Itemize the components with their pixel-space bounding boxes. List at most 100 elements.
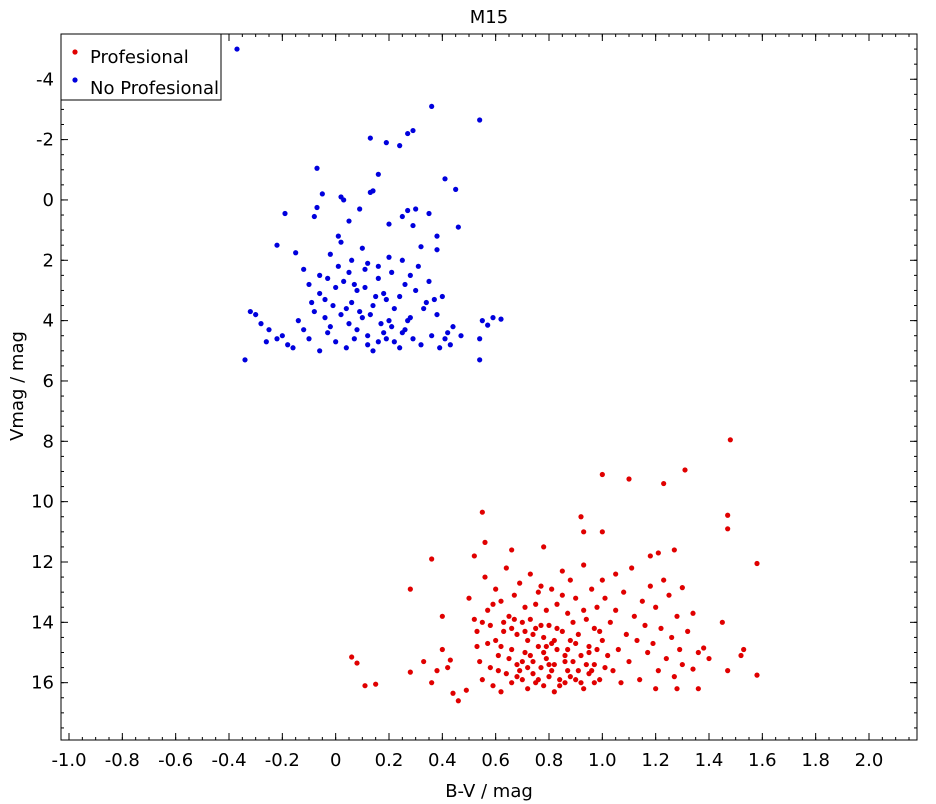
profesional-point bbox=[573, 640, 579, 647]
profesional-point bbox=[517, 580, 523, 586]
no-profesional-point bbox=[343, 305, 349, 312]
no-profesional-point bbox=[346, 321, 352, 327]
profesional-point bbox=[565, 646, 571, 653]
no-profesional-point bbox=[311, 213, 317, 220]
profesional-point bbox=[578, 680, 584, 686]
no-profesional-point bbox=[418, 342, 424, 348]
no-profesional-point bbox=[365, 333, 371, 339]
no-profesional-point bbox=[477, 357, 483, 363]
no-profesional-point bbox=[434, 233, 440, 239]
no-profesional-point bbox=[325, 330, 331, 336]
profesional-point bbox=[725, 512, 731, 518]
profesional-point bbox=[535, 677, 541, 683]
profesional-point bbox=[527, 571, 533, 577]
no-profesional-point bbox=[477, 117, 483, 123]
no-profesional-point bbox=[349, 299, 355, 306]
no-profesional-point bbox=[431, 296, 437, 303]
profesional-point bbox=[655, 550, 661, 556]
profesional-point bbox=[533, 625, 539, 631]
profesional-point bbox=[519, 619, 525, 625]
profesional-point bbox=[450, 690, 456, 696]
profesional-point bbox=[725, 668, 731, 674]
no-profesional-point bbox=[317, 348, 323, 354]
profesional-point bbox=[615, 646, 621, 653]
profesional-point bbox=[543, 643, 549, 650]
no-profesional-point bbox=[333, 339, 339, 345]
no-profesional-point bbox=[490, 315, 496, 321]
profesional-point bbox=[541, 544, 547, 550]
x-tick-label: -1.0 bbox=[51, 750, 86, 771]
no-profesional-point bbox=[413, 287, 419, 294]
no-profesional-point bbox=[439, 293, 445, 300]
profesional-point bbox=[578, 514, 584, 520]
profesional-point bbox=[525, 637, 531, 644]
profesional-point bbox=[429, 556, 435, 562]
no-profesional-point bbox=[367, 135, 373, 141]
profesional-point bbox=[690, 610, 696, 616]
profesional-point bbox=[679, 585, 685, 591]
profesional-point bbox=[599, 577, 605, 583]
profesional-point bbox=[671, 547, 677, 553]
profesional-point bbox=[653, 604, 659, 610]
profesional-point bbox=[645, 649, 651, 656]
no-profesional-point bbox=[327, 251, 333, 257]
profesional-point bbox=[538, 622, 544, 628]
x-tick-label: 1.0 bbox=[588, 750, 617, 771]
profesional-point bbox=[506, 613, 512, 619]
profesional-point bbox=[706, 655, 712, 662]
profesional-point bbox=[725, 526, 731, 532]
no-profesional-point bbox=[373, 293, 379, 300]
no-profesional-point bbox=[274, 336, 280, 342]
profesional-point bbox=[586, 649, 592, 656]
no-profesional-point bbox=[359, 245, 365, 251]
x-axis-title: B-V / mag bbox=[445, 781, 533, 802]
y-tick-label: 6 bbox=[43, 371, 54, 392]
no-profesional-point bbox=[330, 302, 336, 309]
profesional-point bbox=[602, 595, 608, 601]
profesional-point bbox=[543, 655, 549, 662]
profesional-point bbox=[522, 628, 528, 634]
no-profesional-point bbox=[333, 284, 339, 291]
profesional-point bbox=[439, 613, 445, 619]
y-axis: -4 -2 0 2 4 6 8 10 12 14 16 bbox=[31, 33, 917, 729]
profesional-point bbox=[354, 660, 360, 666]
profesional-point bbox=[546, 661, 552, 668]
profesional-point bbox=[599, 529, 605, 535]
y-tick-label: 4 bbox=[43, 311, 54, 332]
profesional-point bbox=[482, 539, 488, 545]
profesional-point bbox=[581, 529, 587, 535]
profesional-point bbox=[674, 686, 680, 692]
profesional-point bbox=[546, 622, 552, 628]
profesional-point bbox=[549, 668, 555, 674]
profesional-point bbox=[490, 601, 496, 607]
no-profesional-point bbox=[306, 336, 312, 342]
no-profesional-point bbox=[391, 339, 397, 345]
no-profesional-point bbox=[397, 143, 403, 149]
profesional-point bbox=[455, 698, 461, 704]
profesional-point bbox=[607, 619, 613, 625]
profesional-point bbox=[562, 680, 568, 686]
profesional-point bbox=[583, 661, 589, 668]
no-profesional-point bbox=[402, 281, 408, 288]
profesional-point bbox=[647, 553, 653, 559]
no-profesional-point bbox=[357, 308, 363, 315]
profesional-point bbox=[493, 637, 499, 644]
no-profesional-point bbox=[391, 305, 397, 312]
plot-area-frame bbox=[60, 33, 918, 741]
profesional-point bbox=[490, 683, 496, 689]
profesional-point bbox=[541, 683, 547, 689]
no-profesional-point bbox=[285, 342, 291, 348]
profesional-point bbox=[551, 637, 557, 644]
profesional-point bbox=[541, 649, 547, 656]
profesional-point bbox=[495, 652, 501, 659]
no-profesional-point bbox=[479, 318, 485, 324]
profesional-point bbox=[559, 568, 565, 574]
no-profesional-point bbox=[306, 281, 312, 288]
profesional-point bbox=[549, 586, 555, 592]
no-profesional-point bbox=[301, 266, 307, 272]
no-profesional-point bbox=[367, 311, 373, 318]
no-profesional-point bbox=[370, 348, 376, 354]
profesional-point bbox=[727, 437, 733, 443]
profesional-point bbox=[535, 643, 541, 650]
no-profesional-point bbox=[437, 345, 443, 351]
